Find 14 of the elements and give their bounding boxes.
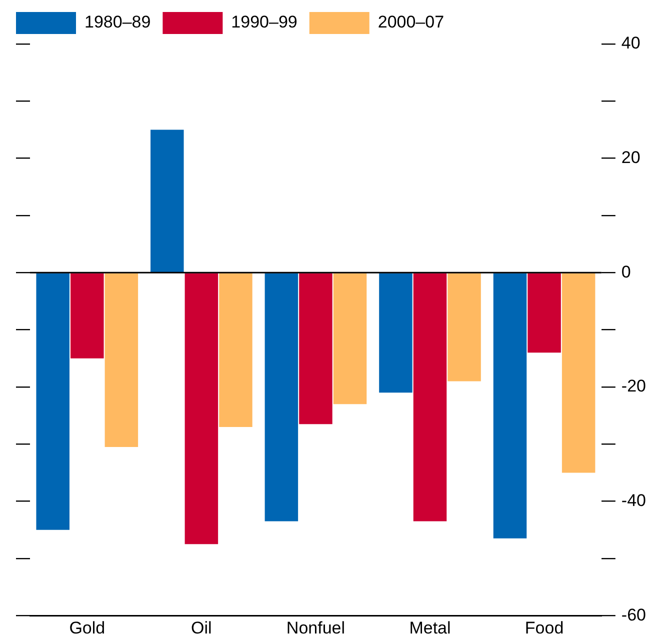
y-tick-label: -60 xyxy=(621,605,646,624)
x-tick-label: Metal xyxy=(409,618,451,638)
y-tick-label: 0 xyxy=(621,262,631,282)
x-tick-label: Nonfuel xyxy=(286,618,346,638)
x-tick-label: Gold xyxy=(69,618,106,638)
x-tick-label: Oil xyxy=(191,618,212,638)
x-tick-label: Food xyxy=(524,618,564,638)
legend-label: 2000–07 xyxy=(378,12,444,32)
y-tick-label: -40 xyxy=(621,490,646,510)
y-tick-label: -20 xyxy=(621,376,646,396)
y-tick-label: 20 xyxy=(621,148,640,168)
legend-label: 1990–99 xyxy=(231,12,298,32)
legend-label: 1980–89 xyxy=(84,12,151,32)
y-tick-label: 40 xyxy=(621,34,640,53)
